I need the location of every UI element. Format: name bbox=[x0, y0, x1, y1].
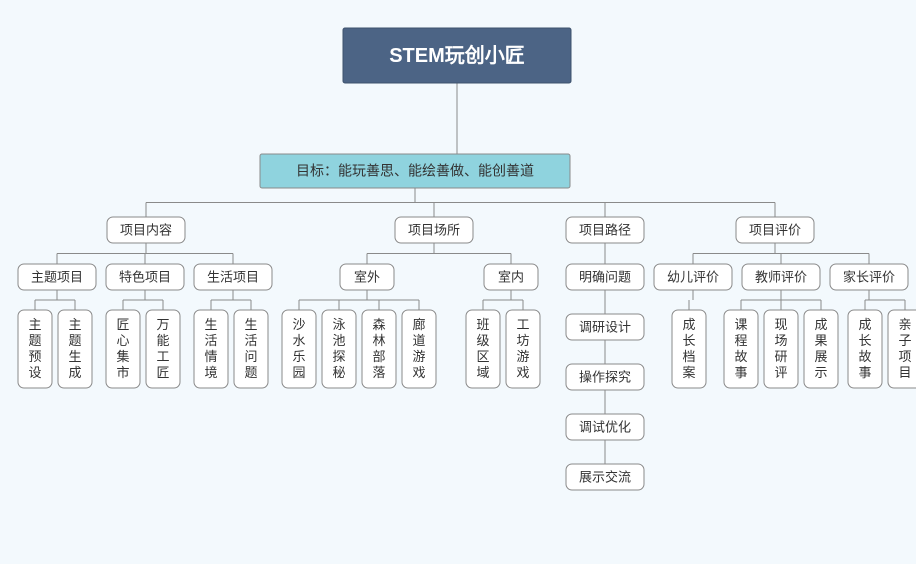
level2-path-label: 项目路径 bbox=[579, 222, 631, 237]
leaf-1-label: 主题生成 bbox=[68, 317, 81, 380]
path-p4-label: 调试优化 bbox=[579, 419, 631, 434]
level3-teacher-label: 教师评价 bbox=[755, 269, 807, 284]
level3-feature-label: 特色项目 bbox=[119, 269, 171, 284]
leaf-5-label: 生活问题 bbox=[244, 317, 257, 380]
leaf-11-label: 工坊游戏 bbox=[516, 317, 529, 380]
leaf-3-label: 万能工匠 bbox=[156, 317, 169, 380]
goal-node-label: 目标：能玩善思、能绘善做、能创善道 bbox=[296, 163, 534, 179]
level3-outdoor-label: 室外 bbox=[354, 269, 380, 284]
leaf-7-label: 泳池探秘 bbox=[332, 317, 345, 380]
leaf-14-label: 现场研评 bbox=[774, 317, 787, 380]
level3-theme-label: 主题项目 bbox=[31, 269, 83, 284]
leaf-9-label: 廊道游戏 bbox=[412, 317, 425, 380]
leaf-10-label: 班级区域 bbox=[476, 317, 489, 380]
path-p5-label: 展示交流 bbox=[579, 469, 631, 484]
leaf-6-label: 沙水乐园 bbox=[292, 317, 305, 380]
stem-org-chart: STEM玩创小匠目标：能玩善思、能绘善做、能创善道项目内容 项目场所 项目路径 项目评… bbox=[0, 0, 916, 564]
root-node-label: STEM玩创小匠 bbox=[389, 43, 525, 67]
leaf-17-label: 亲子项目 bbox=[898, 317, 911, 380]
leaf-2-label: 匠心集市 bbox=[116, 317, 129, 380]
leaf-0-label: 主题预设 bbox=[28, 317, 41, 380]
path-p2-label: 调研设计 bbox=[579, 319, 631, 334]
leaf-8-label: 森林部落 bbox=[372, 317, 385, 380]
level3-parent-label: 家长评价 bbox=[843, 269, 895, 284]
leaf-12-label: 成长档案 bbox=[682, 317, 695, 380]
level3-p1-label: 明确问题 bbox=[579, 269, 631, 284]
path-p3-label: 操作探究 bbox=[579, 369, 631, 384]
leaf-16-label: 成长故事 bbox=[858, 317, 871, 380]
level2-eval-label: 项目评价 bbox=[749, 222, 801, 237]
level3-indoor-label: 室内 bbox=[498, 269, 524, 284]
leaf-13-label: 课程故事 bbox=[734, 317, 747, 380]
leaf-15-label: 成果展示 bbox=[814, 317, 827, 380]
level2-place-label: 项目场所 bbox=[408, 222, 460, 237]
level2-content-label: 项目内容 bbox=[120, 222, 172, 237]
level3-life-label: 生活项目 bbox=[207, 269, 259, 284]
level3-kids-label: 幼儿评价 bbox=[667, 269, 719, 284]
leaf-4-label: 生活情境 bbox=[204, 317, 217, 380]
